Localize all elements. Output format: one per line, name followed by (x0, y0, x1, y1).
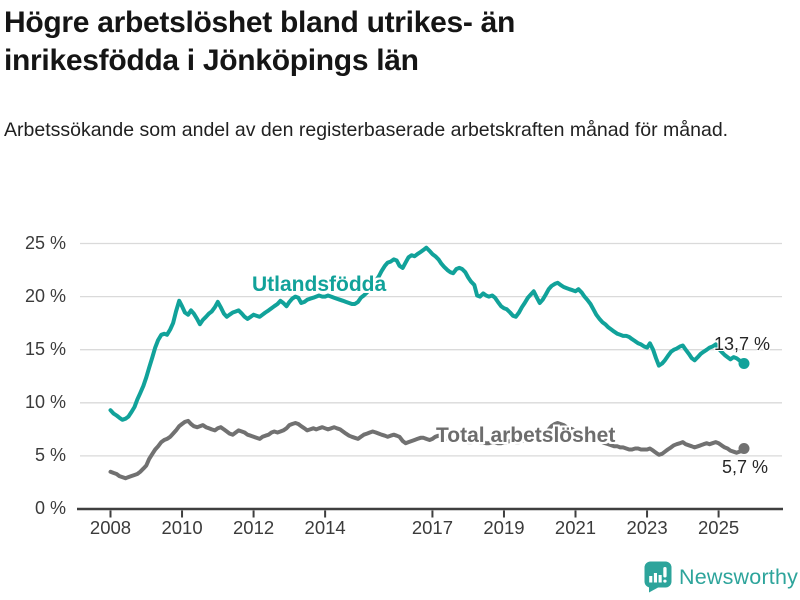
x-axis-label: 2008 (89, 517, 132, 538)
end-value-label-total: 5,7 % (722, 457, 769, 477)
chart-subtitle: Arbetssökande som andel av den registerb… (4, 119, 729, 141)
page-title-line-1: Högre arbetslöshet bland utrikes- än (4, 6, 515, 39)
x-axis-label: 2019 (483, 517, 525, 538)
series-end-dot-0 (738, 358, 750, 369)
series-label-utlandsfodda: Utlandsfödda (252, 273, 387, 296)
series-end-dot-1 (738, 443, 750, 454)
x-axis-label: 2012 (233, 517, 275, 538)
series-line-1 (108, 418, 746, 481)
x-axis-label: 2021 (554, 517, 597, 538)
y-axis-label: 25 % (24, 232, 66, 253)
end-value-label-utlandsfodda: 13,7 % (714, 334, 771, 354)
bar-chart-speech-bubble-icon (644, 561, 672, 593)
page-title-line-2: inrikesfödda i Jönköpings län (4, 44, 419, 77)
newsworthy-logo: Newsworthy (644, 561, 798, 593)
page-title: Högre arbetslöshet bland utrikes- än inr… (4, 4, 784, 80)
series-line-0 (108, 245, 746, 422)
y-axis-label: 10 % (24, 391, 66, 412)
y-axis-label: 20 % (24, 285, 66, 306)
x-axis-label: 2025 (698, 517, 740, 538)
x-axis-label: 2014 (304, 517, 346, 538)
x-axis-label: 2017 (411, 517, 453, 538)
y-axis-label: 0 % (34, 498, 66, 518)
y-axis-label: 5 % (34, 444, 66, 465)
x-axis-label: 2023 (626, 517, 668, 538)
y-axis-label: 15 % (24, 338, 66, 359)
x-axis-label: 2010 (161, 517, 203, 538)
series-label-total-arbetsloshet: Total arbetslöshet (436, 424, 616, 447)
newsworthy-logo-text: Newsworthy (679, 564, 799, 589)
